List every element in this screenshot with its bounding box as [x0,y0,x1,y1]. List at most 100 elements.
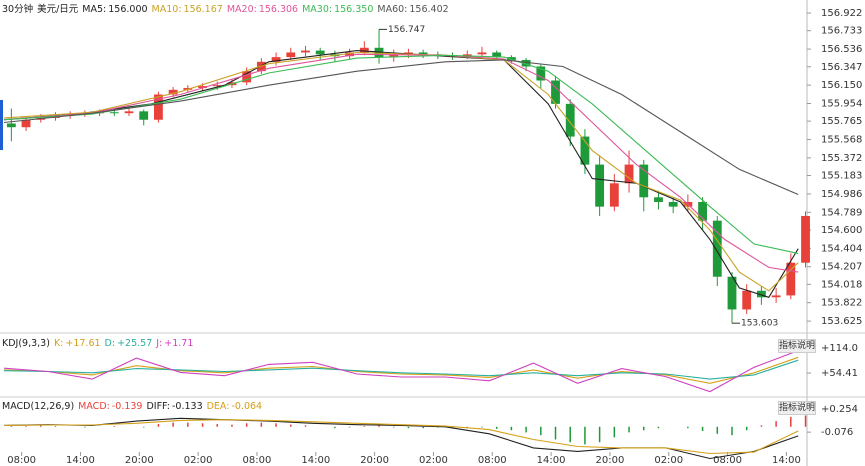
candle-body [742,290,752,310]
macd-header: MACD(12,26,9) MACD: -0.139 DIFF: -0.133 DEA: -… [2,401,266,412]
y-tick-label: 154.789 [821,207,862,218]
x-tick-label: 14:00 [537,455,566,466]
y-tick-label: 156.536 [821,44,862,55]
candle-body [271,57,281,62]
y-tick-label: 156.733 [821,26,862,37]
legend-value: -0.133 [171,401,203,412]
candle-body [654,197,663,202]
candle-body [771,295,781,298]
y-tick-label: 155.568 [821,135,862,146]
legend-value: -0.139 [111,401,143,412]
candle-body [345,52,355,57]
indicator-help-button[interactable]: 指标说明 [778,339,816,353]
candle-body [242,71,252,83]
candle-body [109,112,119,114]
y-tick-label: 156.347 [821,62,862,73]
y-tick-label: 155.954 [821,98,862,109]
legend-name: MACD: [78,401,110,412]
y-tick-label: 154.986 [821,189,862,200]
candle-body [477,52,487,55]
indicator-line [3,54,799,254]
y-tick-label: 156.922 [821,8,862,19]
legend-name: DEA: [206,401,230,412]
candle-body [756,290,766,298]
candle-body [168,89,178,95]
x-tick-label: 14:00 [301,455,330,466]
legend-value: 156.306 [258,4,299,15]
candle-body [624,164,634,184]
candle-body [698,201,707,221]
candle-body [580,136,590,165]
candle-body [786,262,796,296]
candle-body [124,111,134,114]
y-tick-label: 154.404 [821,243,862,254]
candle-body [301,50,310,53]
candle-body [551,80,560,104]
indicator-help-button[interactable]: 指标说明 [778,401,816,415]
candle-body [668,201,678,207]
candle-body [712,220,722,277]
y-tick-label: -0.076 [821,427,853,438]
legend-name: MA30: [302,4,333,15]
legend-name: MA20: [226,4,257,15]
annotation: 156.747 [388,25,425,35]
candle-body [727,276,737,310]
candle-body [359,47,369,53]
x-tick-label: 20:00 [596,455,625,466]
candle-body [492,52,502,58]
main-header: 30分钟 美元/日元 MA5: 156.000 MA10: 156.167 MA20: 156… [2,1,453,15]
candle-body [609,183,619,207]
y-tick-label: 155.183 [821,171,862,182]
indicator-line [3,356,799,384]
x-tick-label: 14:00 [66,455,95,466]
x-tick-label: 02:00 [654,455,683,466]
indicator-line [3,59,799,196]
y-tick-label: +114.0 [821,343,858,354]
candle-body [21,119,31,128]
y-tick-label: 153.822 [821,298,862,309]
legend-value: 156.402 [409,4,449,15]
candle-body [139,111,149,120]
y-tick-label: 155.765 [821,116,862,127]
x-tick-label: 08:00 [713,455,742,466]
y-tick-label: 154.600 [821,225,862,236]
indicator-line [3,53,799,273]
legend-name: DIFF: [146,401,170,412]
candle-body [389,54,399,58]
panel-title: MACD(12,26,9) [2,401,75,412]
x-tick-label: 08:00 [243,455,272,466]
candle-body [6,123,16,128]
legend-value: 156.167 [183,4,223,15]
candle-body [521,59,531,67]
candle-body [801,215,810,263]
y-tick-label: 155.372 [821,153,862,164]
panel-title: KDJ(9,3,3) [2,338,50,349]
panel-subtitle: 美元/日元 [37,4,79,15]
x-tick-label: 02:00 [419,455,448,466]
candle-body [154,94,163,120]
candle-body [286,52,296,58]
candle-body [595,164,605,207]
x-tick-label: 08:00 [7,455,36,466]
legend-name: K: [53,338,64,349]
legend-value: +1.71 [164,338,194,349]
selection-bar [0,100,3,150]
annotation: 153.603 [741,319,778,329]
x-tick-label: 08:00 [478,455,507,466]
indicator-line [3,50,799,298]
candle-body [506,57,516,60]
y-tick-label: +54.41 [821,368,858,379]
y-tick-label: 156.150 [821,80,862,91]
legend-value: 156.000 [108,4,148,15]
y-tick-label: +0.254 [821,404,858,415]
legend-name: J: [156,338,163,349]
x-tick-label: 20:00 [360,455,389,466]
indicator-line [3,51,799,292]
legend-name: MA10: [151,4,182,15]
candle-body [198,86,207,88]
y-tick-label: 153.625 [821,316,862,327]
panel-title: 30分钟 [2,4,34,15]
candle-body [536,66,546,81]
x-tick-label: 20:00 [125,455,154,466]
